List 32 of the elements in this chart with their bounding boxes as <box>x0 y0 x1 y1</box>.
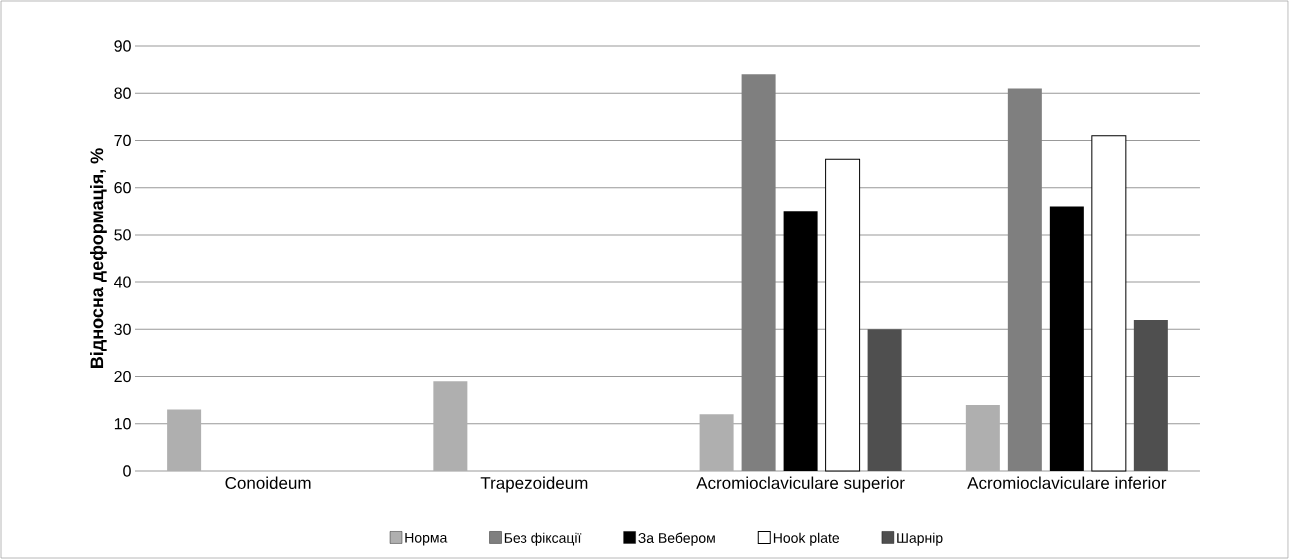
x-tick-label: Acromioclaviculare superior <box>696 476 905 493</box>
bar <box>783 211 818 471</box>
bar <box>699 414 734 471</box>
bar <box>1091 135 1127 472</box>
legend-label: Без фіксації <box>504 532 582 546</box>
y-tick-label: 0 <box>123 465 131 477</box>
x-tick-label: Trapezoideum <box>480 476 588 493</box>
y-tick-label: 30 <box>114 323 131 335</box>
bar <box>167 409 202 471</box>
bar <box>965 404 1000 471</box>
y-tick-label: 20 <box>114 370 131 383</box>
bar <box>741 74 776 471</box>
bar <box>1007 88 1042 471</box>
y-tick-label: 50 <box>114 229 131 241</box>
bar <box>1049 206 1084 471</box>
y-tick-label: 40 <box>114 276 131 288</box>
bar <box>825 158 861 472</box>
y-axis-title: Відносна деформація, % <box>90 148 107 368</box>
x-tick-label: Conoideum <box>225 476 311 490</box>
bar <box>867 329 902 471</box>
legend-label: Норма <box>405 532 448 546</box>
y-tick-label: 10 <box>114 418 131 430</box>
legend-label: Hook plate <box>773 532 840 546</box>
bar <box>1133 319 1168 471</box>
y-tick-label: 70 <box>114 134 131 147</box>
y-tick-label: 60 <box>114 182 131 194</box>
bar <box>433 381 468 471</box>
legend-label: Шарнір <box>897 532 943 546</box>
y-tick-label: 80 <box>114 87 131 99</box>
x-tick-label: Acromioclaviculare inferior <box>967 476 1167 490</box>
legend-label: За Вебером <box>638 532 715 546</box>
y-tick-label: 90 <box>114 40 131 52</box>
